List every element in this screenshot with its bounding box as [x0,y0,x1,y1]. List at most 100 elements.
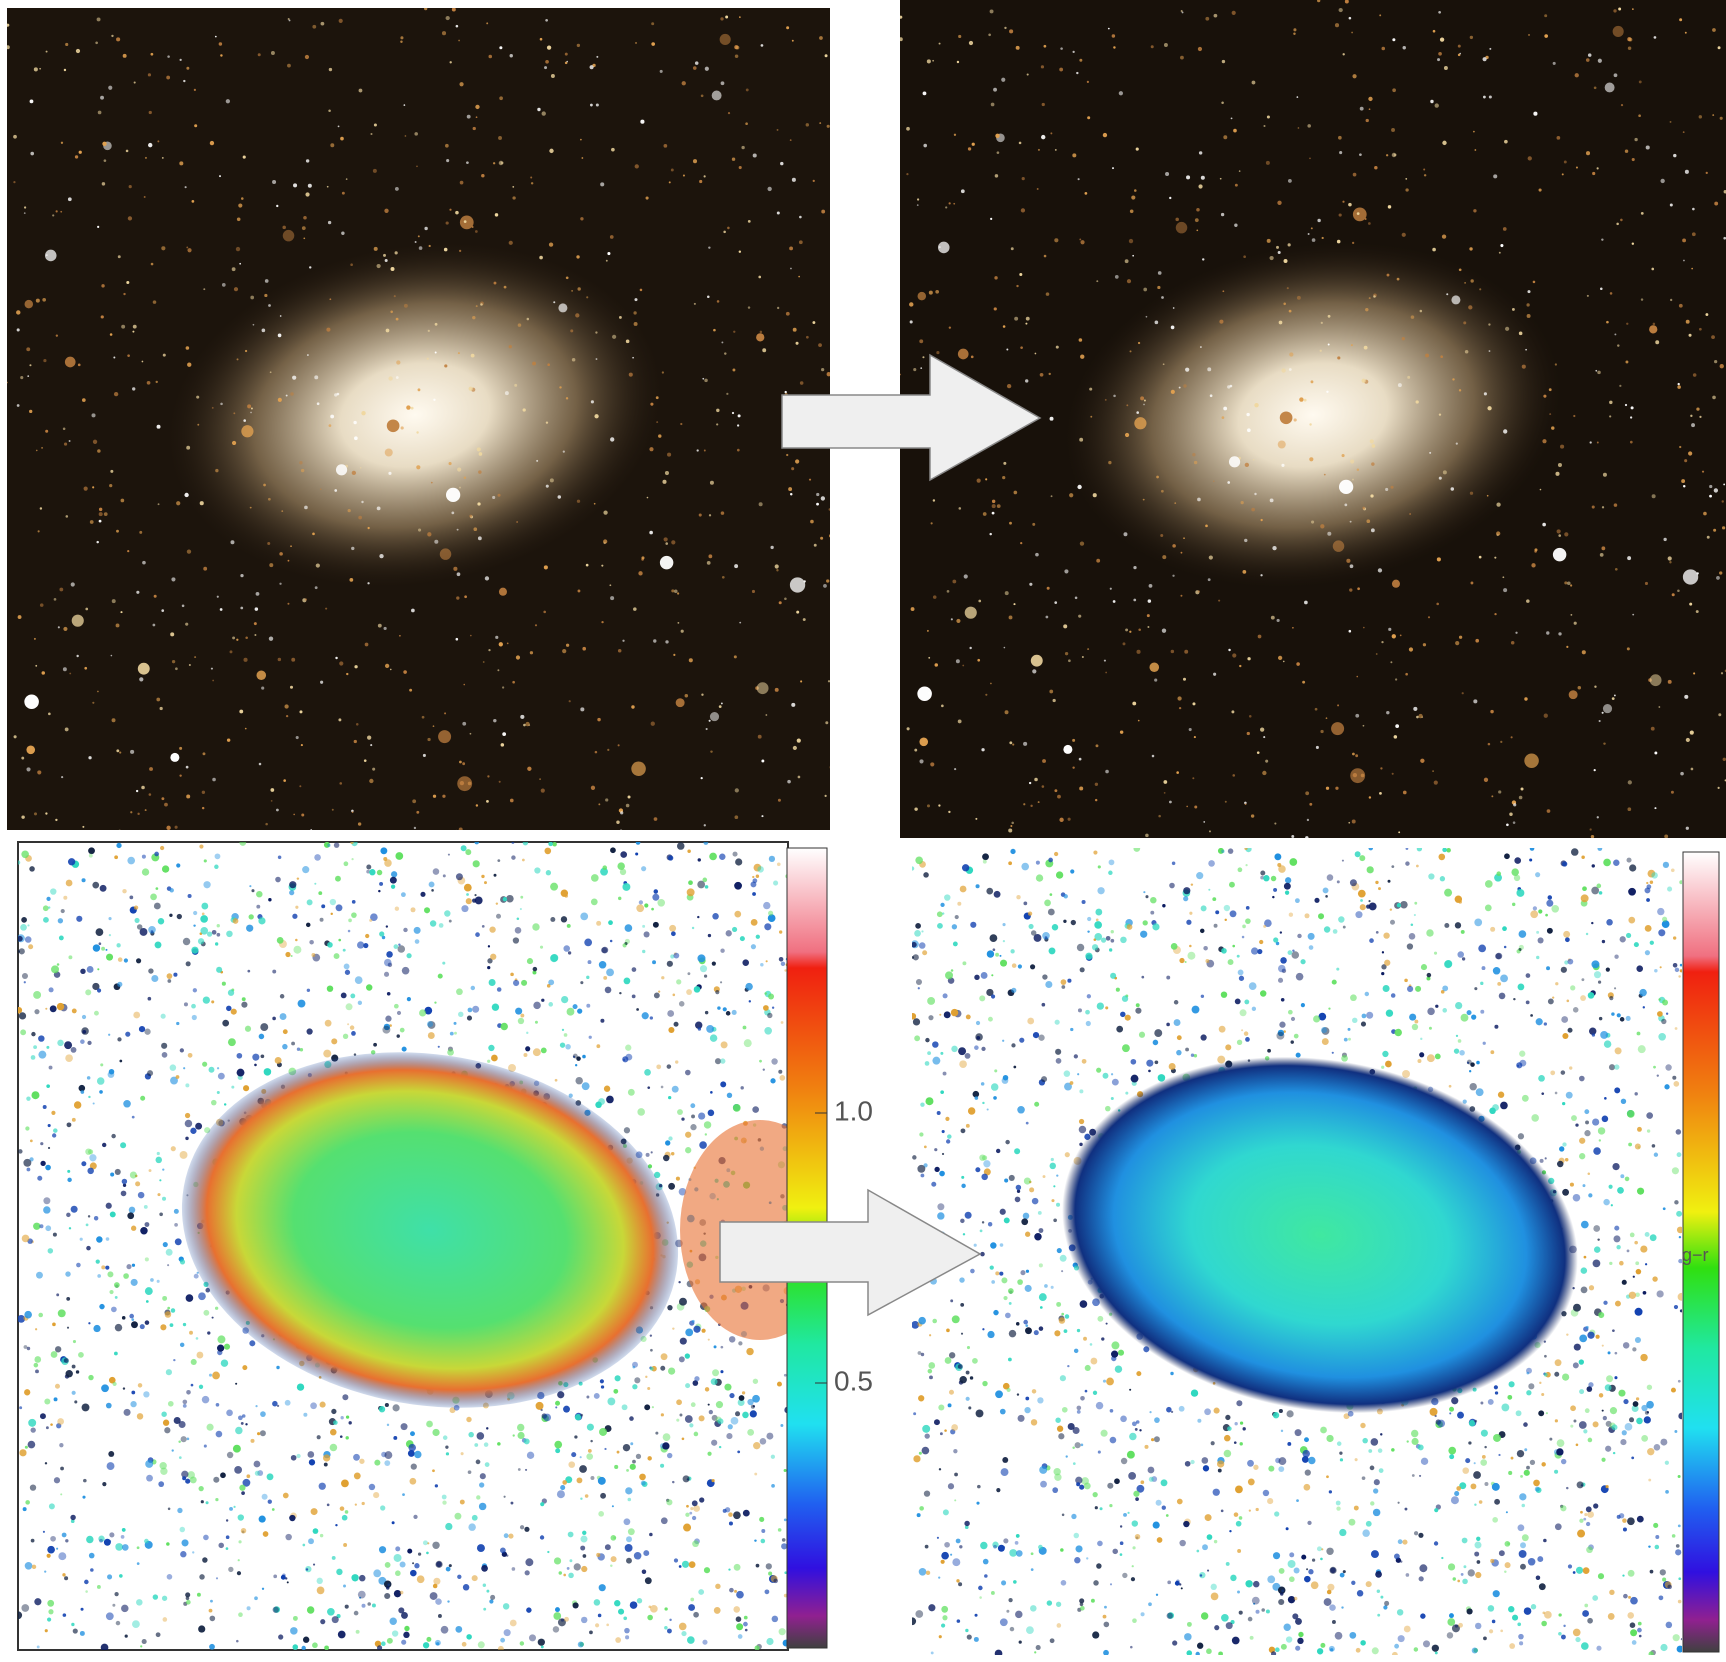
speck [280,1013,287,1020]
speck [284,704,288,708]
speck [1260,727,1264,731]
speck [1683,260,1685,262]
speck [694,1376,699,1381]
speck [504,1629,511,1636]
speck [290,686,293,689]
speck [466,1634,472,1640]
speck [1442,234,1446,238]
speck [598,1098,605,1105]
speck [349,578,353,582]
speck [917,686,932,701]
speck [1361,1021,1366,1026]
speck [739,16,741,18]
speck [306,159,309,162]
speck [64,1041,72,1049]
speck [625,1054,632,1061]
speck [1601,546,1605,550]
speck [477,1432,485,1440]
speck [732,927,737,932]
speck [958,1582,962,1586]
speck [972,143,975,146]
speck [1551,426,1554,429]
speck [167,1307,170,1310]
speck [82,398,86,402]
speck [661,1086,664,1089]
speck [1579,1359,1584,1364]
speck [394,1590,401,1597]
speck [1172,544,1176,548]
speck [444,248,448,252]
speck [373,169,377,173]
speck [17,404,20,407]
speck [1504,140,1508,144]
speck [34,1598,41,1605]
speck [296,1454,300,1458]
speck [43,359,46,362]
speck [1678,1600,1682,1604]
speck [392,1404,399,1411]
speck [482,925,485,928]
speck [1722,526,1725,529]
speck [82,1403,90,1411]
speck [1164,43,1168,47]
speck [25,936,32,943]
speck [75,155,78,158]
speck [831,198,834,201]
speck [1614,73,1618,77]
speck [186,67,189,70]
speck [1186,806,1188,808]
speck [346,673,348,675]
speck [1120,730,1123,733]
speck [683,1475,690,1482]
speck [433,795,436,798]
speck [1602,506,1604,508]
speck [1296,973,1304,981]
speck [1353,208,1367,222]
speck [88,756,91,759]
speck [526,1607,531,1612]
speck [1101,1337,1104,1340]
speck [1211,1584,1217,1590]
speck [446,159,449,162]
speck [752,876,754,878]
speck [316,563,320,567]
speck [1251,814,1254,817]
speck [1696,407,1699,410]
speck [339,19,343,23]
speck [590,65,594,69]
speck [673,953,679,959]
speck [364,759,367,762]
speck [548,979,554,985]
speck [1111,1341,1119,1349]
speck [1234,1441,1237,1444]
speck [272,1508,275,1511]
speck [151,975,158,982]
speck [444,364,447,367]
speck [688,880,693,885]
speck [1129,631,1131,633]
speck [667,1629,672,1634]
speck [56,1293,59,1296]
speck [1369,108,1371,110]
speck [899,16,902,19]
speck [1394,735,1398,739]
speck [703,840,708,845]
speck [1154,679,1157,682]
speck [1063,624,1067,628]
speck [521,980,527,986]
speck [704,1567,710,1573]
speck [372,1603,376,1607]
speck [1090,416,1092,418]
speck [481,1565,488,1572]
speck [656,396,659,399]
speck [828,680,830,682]
speck [622,640,624,642]
speck [110,470,113,473]
speck [1518,1634,1524,1640]
speck [82,1030,86,1034]
speck [784,1374,787,1377]
speck [1364,346,1368,350]
speck [685,1415,693,1423]
speck [701,94,704,97]
speck [283,1029,288,1034]
